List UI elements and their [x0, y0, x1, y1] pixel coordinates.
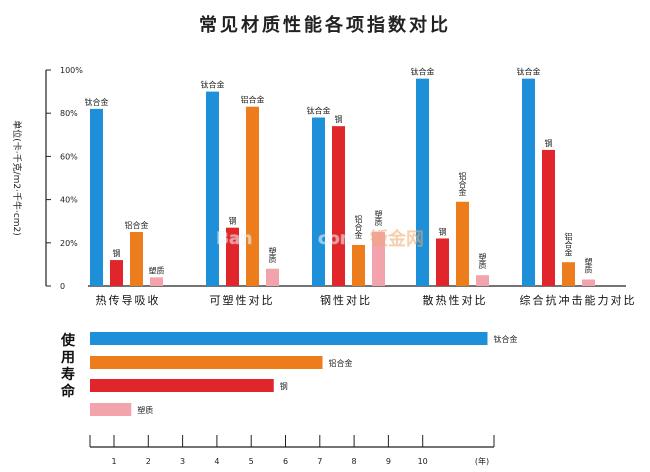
bar-label: 塑质	[584, 258, 593, 275]
life-x-tick-label: 9	[386, 457, 391, 466]
bar	[266, 268, 279, 286]
life-x-tick-label: 5	[249, 457, 254, 466]
life-bar-label: 塑质	[137, 405, 153, 415]
bar	[522, 78, 535, 286]
life-x-tick-label: 10	[418, 457, 428, 466]
bar	[476, 275, 489, 286]
life-x-tick-label: 8	[352, 457, 357, 466]
bar-label: 铝合金	[354, 214, 363, 239]
bar-label: 钛合金	[201, 80, 225, 90]
bar	[312, 117, 325, 287]
life-x-tick-label: 3	[180, 457, 185, 466]
category-label: 综合抗冲击能力对比	[520, 293, 637, 307]
bar-label: 铝合金	[458, 171, 467, 196]
life-label-char: 命	[60, 383, 76, 400]
chart-title: 常见材质性能各项指数对比	[199, 14, 451, 36]
y-tick-label: 0	[60, 282, 65, 291]
life-bar	[90, 332, 488, 345]
watermark-mid: com	[318, 229, 357, 249]
bar	[332, 126, 345, 286]
y-tick-label: 60%	[60, 152, 78, 161]
category-label: 热传导吸收	[96, 293, 161, 307]
life-chart-x-axis: 1 2 3 4 5 6 7 8 9 10 (年)	[89, 435, 495, 466]
bar	[206, 91, 219, 286]
bar	[436, 238, 449, 286]
bar-label: 塑质	[268, 247, 277, 264]
life-x-tick-label: 7	[317, 457, 322, 466]
bar	[456, 201, 469, 286]
bar-label: 钢	[229, 216, 237, 226]
bar	[352, 244, 365, 286]
life-x-tick-label: 6	[283, 457, 288, 466]
y-tick-label: 100%	[60, 66, 83, 75]
bar-label: 钢	[439, 226, 447, 236]
bar	[150, 277, 163, 286]
life-x-tick-label: 1	[111, 457, 116, 466]
bar	[542, 149, 555, 286]
bar-label: 铝合金	[241, 95, 265, 105]
life-label-char: 用	[61, 350, 75, 366]
category-label: 钢性对比	[320, 293, 372, 307]
bar-label: 塑质	[149, 265, 165, 275]
category-label: 散热性对比	[423, 293, 488, 307]
life-bar	[90, 403, 132, 416]
watermark-left: Ban	[216, 229, 253, 249]
bar	[416, 78, 429, 286]
bar	[372, 232, 385, 286]
life-bar-label: 钛合金	[494, 334, 518, 344]
y-tick-label: 20%	[60, 239, 78, 248]
life-x-tick-label: 2	[146, 457, 151, 466]
bar	[562, 262, 575, 286]
watermark: Ban com 钣金网	[216, 228, 424, 250]
top-chart-categories: 热传导吸收 可塑性对比 钢性对比 散热性对比 综合抗冲击能力对比	[96, 293, 637, 307]
life-x-tick-label: 4	[214, 457, 219, 466]
bar-label: 钢	[113, 248, 121, 258]
watermark-right: 钣金网	[370, 228, 424, 250]
y-tick-label: 80%	[60, 109, 78, 118]
bar-label: 钛合金	[85, 97, 109, 107]
category-label: 可塑性对比	[210, 293, 275, 307]
bar	[246, 106, 259, 286]
bar-label: 钢	[335, 114, 343, 124]
bar-label: 塑质	[374, 210, 383, 227]
bar-label: 钛合金	[411, 67, 435, 77]
bar	[130, 232, 143, 286]
life-bar-label: 钢	[280, 381, 288, 391]
life-x-unit: (年)	[475, 456, 489, 466]
bar	[226, 227, 239, 286]
bar	[582, 279, 595, 286]
life-label-char: 使	[60, 332, 76, 349]
y-axis-label: 单位(卡·千克/m2·千牛·cm2)	[11, 120, 23, 236]
life-bar	[90, 379, 274, 392]
bar-label: 铝合金	[125, 220, 149, 230]
y-tick-label: 40%	[60, 196, 78, 205]
bar	[110, 260, 123, 286]
bar	[90, 108, 103, 286]
life-label-char: 寿	[61, 366, 75, 383]
bar-label: 塑质	[478, 253, 487, 270]
life-bar	[90, 356, 323, 369]
bar-label: 钛合金	[517, 67, 541, 77]
life-bar-label: 铝合金	[329, 358, 353, 368]
bar-label: 钛合金	[307, 106, 331, 116]
bar-label: 钢	[545, 138, 553, 148]
bar-label: 铝合金	[564, 231, 573, 256]
